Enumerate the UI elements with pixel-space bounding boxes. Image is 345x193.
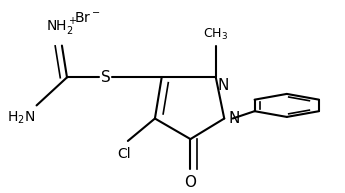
Text: N: N xyxy=(228,111,240,126)
Text: N: N xyxy=(217,78,229,93)
Text: CH$_3$: CH$_3$ xyxy=(203,27,228,42)
Text: Cl: Cl xyxy=(118,146,131,161)
Text: Br$^-$: Br$^-$ xyxy=(74,11,100,25)
Text: O: O xyxy=(185,175,196,190)
Text: H$_2$N: H$_2$N xyxy=(7,109,35,126)
Text: NH$_2^+$: NH$_2^+$ xyxy=(46,17,78,38)
Text: S: S xyxy=(101,70,111,85)
